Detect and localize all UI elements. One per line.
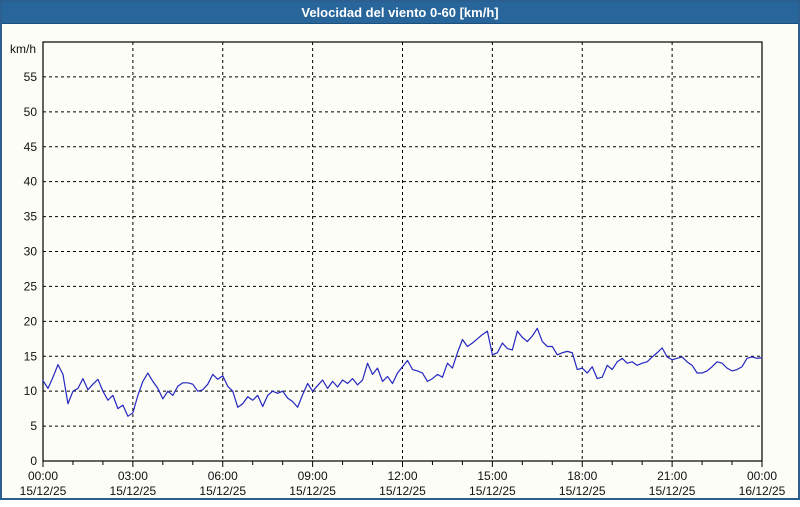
- x-tick-date-label: 15/12/25: [110, 484, 157, 498]
- x-tick-date-label: 15/12/25: [559, 484, 606, 498]
- y-tick-label: 45: [24, 140, 38, 154]
- x-tick-date-label: 15/12/25: [649, 484, 696, 498]
- y-tick-label: 0: [30, 454, 37, 468]
- y-tick-label: 50: [24, 105, 38, 119]
- y-tick-label: 30: [24, 245, 38, 259]
- x-tick-date-label: 15/12/25: [469, 484, 516, 498]
- y-tick-label: 20: [24, 314, 38, 328]
- x-tick-date-label: 15/12/25: [379, 484, 426, 498]
- x-tick-time-label: 00:00: [747, 469, 777, 483]
- y-tick-label: 5: [30, 419, 37, 433]
- x-tick-date-label: 15/12/25: [289, 484, 336, 498]
- x-tick-time-label: 18:00: [567, 469, 597, 483]
- x-tick-time-label: 09:00: [298, 469, 328, 483]
- x-tick-date-label: 16/12/25: [739, 484, 786, 498]
- y-tick-label: 35: [24, 210, 38, 224]
- x-tick-time-label: 03:00: [118, 469, 148, 483]
- wind-speed-line: [42, 327, 763, 417]
- y-axis-unit-label: km/h: [10, 42, 36, 56]
- y-tick-label: 25: [24, 279, 38, 293]
- x-tick-time-label: 15:00: [477, 469, 507, 483]
- x-tick-time-label: 21:00: [657, 469, 687, 483]
- y-tick-label: 15: [24, 349, 38, 363]
- x-tick-time-label: 00:00: [28, 469, 58, 483]
- x-tick-date-label: 15/12/25: [20, 484, 67, 498]
- x-tick-time-label: 06:00: [208, 469, 238, 483]
- y-tick-label: 40: [24, 175, 38, 189]
- x-tick-time-label: 12:00: [387, 469, 417, 483]
- y-tick-label: 10: [24, 384, 38, 398]
- title-bar: Velocidad del viento 0-60 [km/h]: [2, 2, 798, 24]
- plot-border: [42, 41, 763, 462]
- x-tick-date-label: 15/12/25: [199, 484, 246, 498]
- y-tick-label: 55: [24, 70, 38, 84]
- window-title: Velocidad del viento 0-60 [km/h]: [301, 5, 499, 20]
